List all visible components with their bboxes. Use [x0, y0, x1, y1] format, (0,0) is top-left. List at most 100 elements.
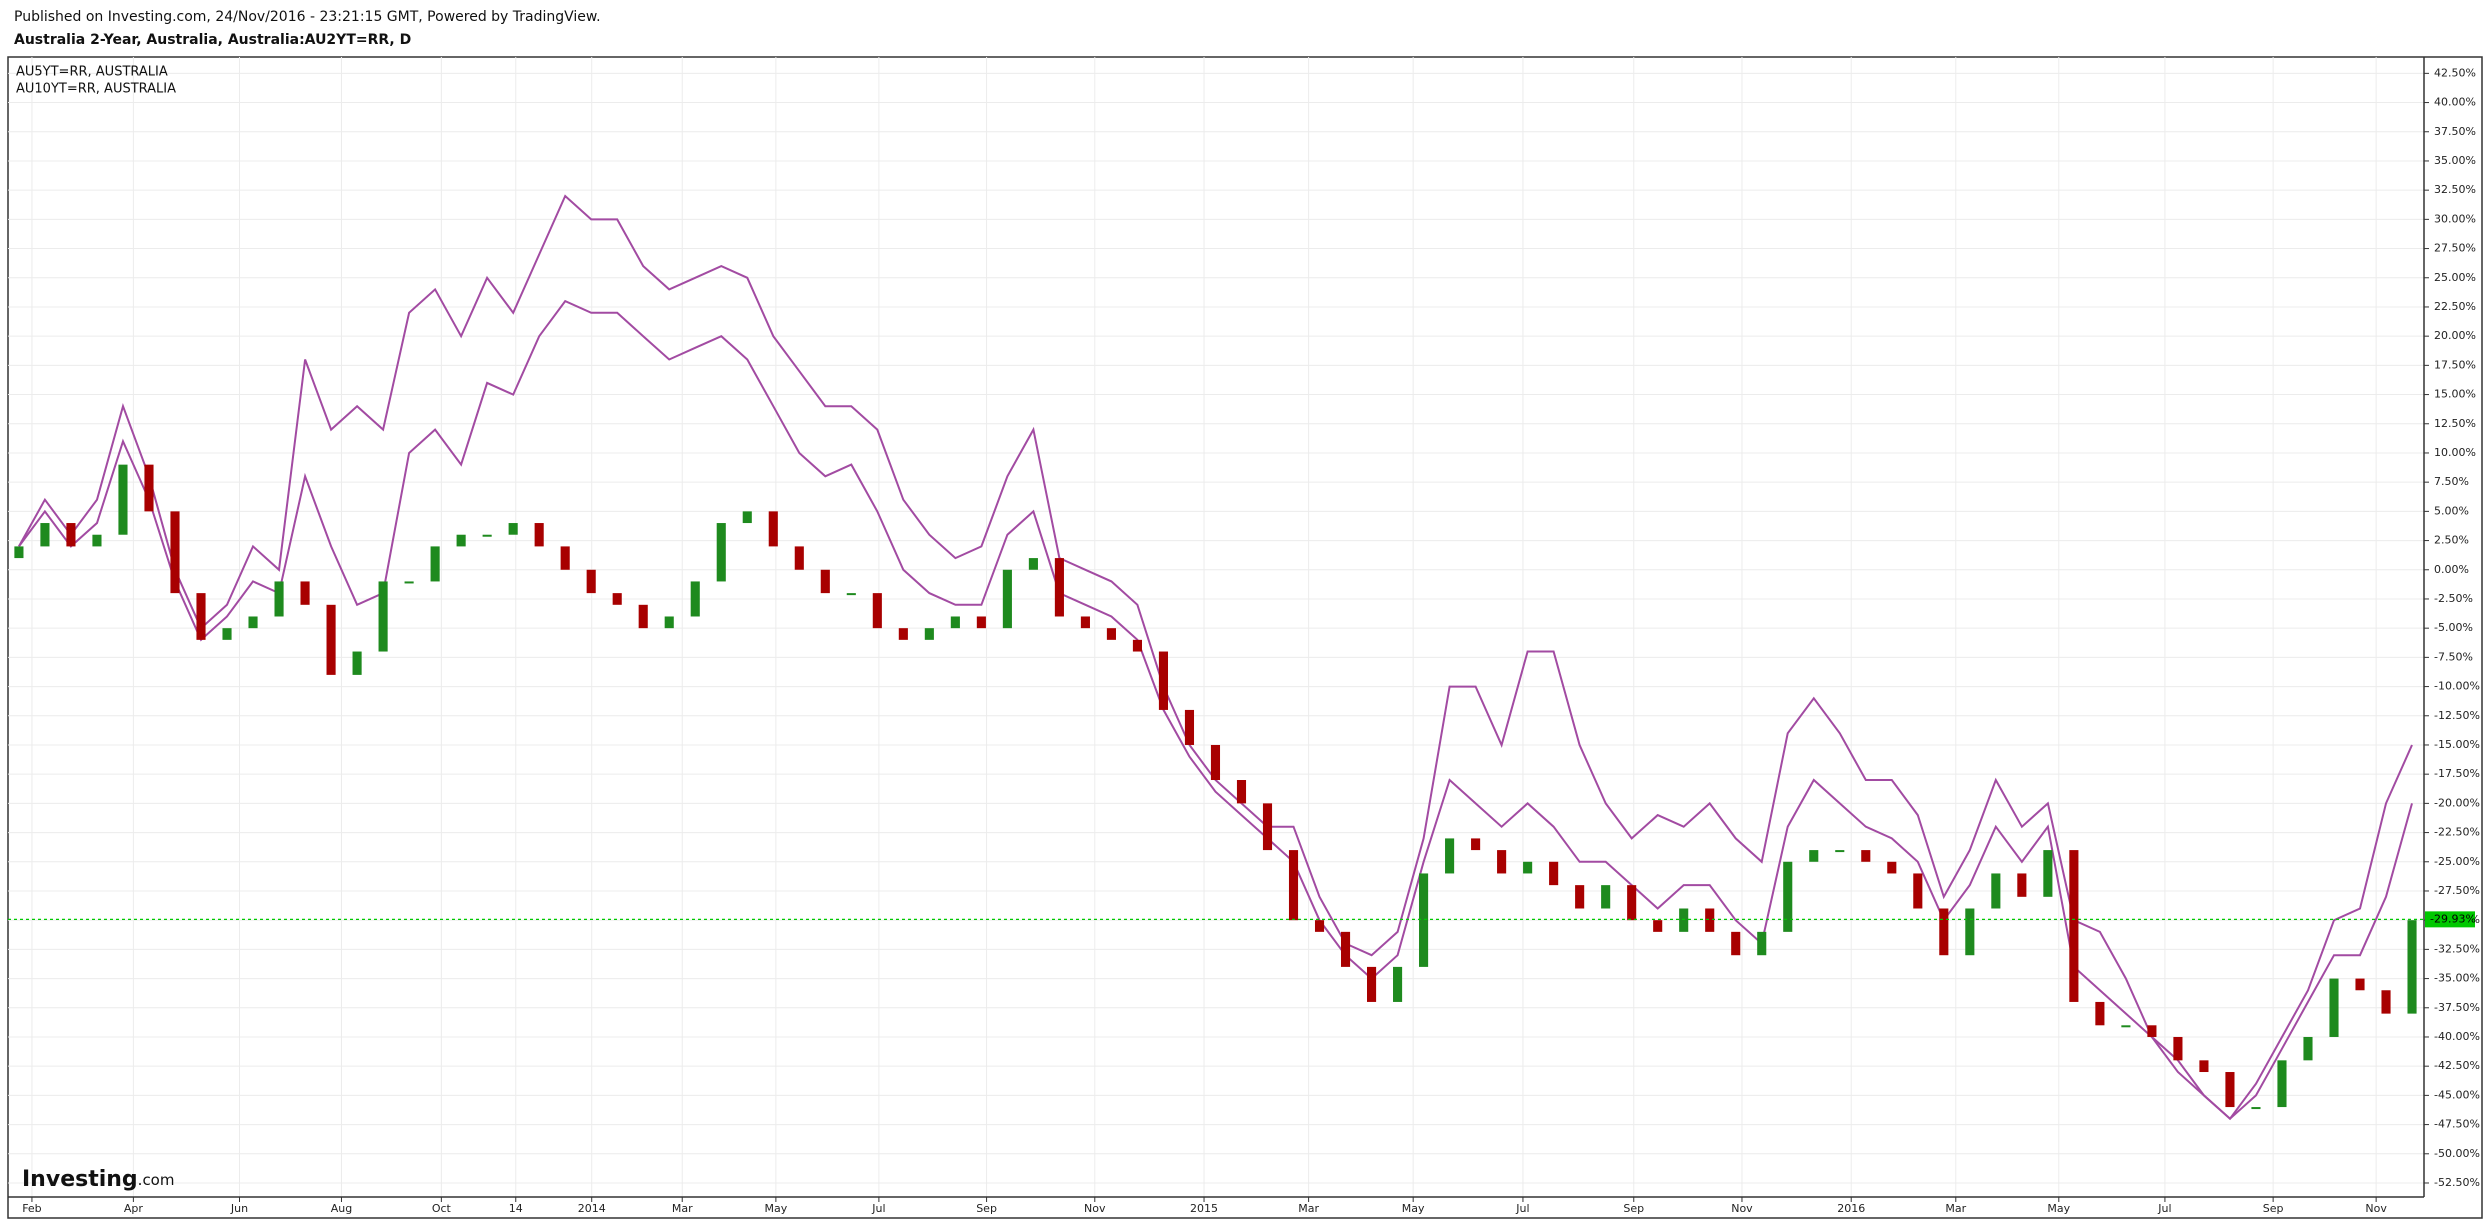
y-tick-label: 27.50% — [2434, 242, 2476, 255]
axes: 42.50% 40.00% 37.50% 35.00% 32.50% 30.00% 27.5… — [16, 65, 2480, 1216]
candle — [300, 581, 310, 605]
candle — [1367, 966, 1377, 1002]
candle — [1288, 850, 1299, 921]
candle — [1991, 873, 2001, 909]
candle — [768, 511, 778, 547]
candle — [2225, 1072, 2235, 1108]
candle — [456, 534, 466, 547]
candle — [976, 616, 986, 629]
candle — [1340, 931, 1351, 967]
candle — [1132, 639, 1142, 652]
candle — [1835, 850, 1845, 853]
candle — [222, 628, 232, 640]
legend-entry: AU10YT=RR, AUSTRALIA — [16, 82, 176, 97]
candle — [638, 604, 648, 629]
candle — [1731, 931, 1741, 956]
candle — [1939, 908, 1949, 956]
x-tick-label: Nov — [1731, 1202, 1753, 1215]
candle — [872, 593, 882, 629]
y-tick-label: -42.50% — [2434, 1059, 2480, 1072]
x-tick-label: 2015 — [1190, 1202, 1218, 1215]
candle — [404, 581, 414, 584]
candle — [482, 534, 492, 537]
candle — [794, 546, 804, 570]
y-tick-label: -5.00% — [2434, 621, 2473, 634]
candle — [1653, 920, 1663, 932]
candle — [2199, 1060, 2209, 1073]
y-tick-label: -12.50% — [2434, 709, 2480, 722]
x-tick-label: Mar — [1298, 1202, 1319, 1215]
candle — [950, 616, 960, 629]
y-tick-label: -37.50% — [2434, 1001, 2480, 1014]
candle — [1783, 861, 1793, 932]
legend-entry: AU5YT=RR, AUSTRALIA — [16, 65, 168, 80]
y-tick-label: 22.50% — [2434, 300, 2476, 313]
x-tick-label: 14 — [509, 1202, 523, 1215]
last-value-box — [2425, 911, 2475, 928]
candle — [378, 581, 388, 652]
candle — [2095, 1001, 2105, 1026]
candle — [1497, 850, 1507, 874]
candle — [1549, 861, 1559, 886]
candle — [1158, 651, 1169, 710]
candle — [1080, 616, 1090, 629]
x-tick-label: Sep — [976, 1202, 997, 1215]
y-tick-label: -17.50% — [2434, 767, 2480, 780]
candle — [742, 511, 752, 524]
logo: Investing.com — [22, 1167, 174, 1192]
candle — [1028, 558, 1038, 570]
y-tick-label: -25.00% — [2434, 855, 2480, 868]
candle — [2381, 990, 2391, 1014]
y-tick-label: 42.50% — [2434, 66, 2476, 79]
candle — [92, 534, 102, 547]
x-tick-label: Jul — [871, 1202, 885, 1215]
candle — [2251, 1107, 2261, 1110]
candle — [820, 569, 830, 594]
x-tick-label: 2014 — [578, 1202, 606, 1215]
y-tick-label: 15.00% — [2434, 388, 2476, 401]
y-tick-label: 32.50% — [2434, 183, 2476, 196]
candle — [1393, 966, 1403, 1002]
candle — [2043, 850, 2053, 897]
grid — [8, 57, 2424, 1197]
y-tick-label: -22.50% — [2434, 826, 2480, 839]
x-tick-label: Sep — [1623, 1202, 1644, 1215]
y-tick-label: -7.50% — [2434, 650, 2473, 663]
candle — [1601, 885, 1611, 909]
y-tick-label: -45.00% — [2434, 1088, 2480, 1101]
y-tick-label: 2.50% — [2434, 534, 2469, 547]
y-tick-label: -50.00% — [2434, 1147, 2480, 1160]
y-tick-label: 0.00% — [2434, 563, 2469, 576]
candle — [690, 581, 700, 617]
candle — [534, 523, 544, 547]
y-tick-label: -52.50% — [2434, 1176, 2480, 1189]
candle — [586, 569, 596, 594]
candle — [144, 464, 154, 512]
candle — [1184, 709, 1195, 745]
candle — [924, 628, 934, 640]
candle — [1575, 885, 1585, 909]
candle — [846, 593, 856, 596]
y-tick-label: -40.00% — [2434, 1030, 2480, 1043]
candle — [1236, 780, 1247, 804]
candle — [1210, 744, 1221, 781]
candle — [1262, 803, 1273, 851]
y-tick-label: -15.00% — [2434, 738, 2480, 751]
candle — [1419, 873, 1429, 967]
published-note: Published on Investing.com, 24/Nov/2016 … — [14, 9, 601, 25]
candle — [1106, 628, 1116, 640]
candle — [1757, 931, 1767, 956]
y-tick-label: 10.00% — [2434, 446, 2476, 459]
candle — [1861, 850, 1871, 862]
candle — [2069, 850, 2079, 1002]
candle — [430, 546, 440, 582]
candle — [1809, 850, 1819, 862]
candle — [1887, 861, 1897, 874]
candle — [2173, 1036, 2183, 1061]
y-tick-label: -35.00% — [2434, 972, 2480, 985]
candle — [508, 523, 518, 535]
candle — [66, 523, 76, 547]
x-tick-label: May — [765, 1202, 788, 1215]
candle — [664, 616, 674, 629]
